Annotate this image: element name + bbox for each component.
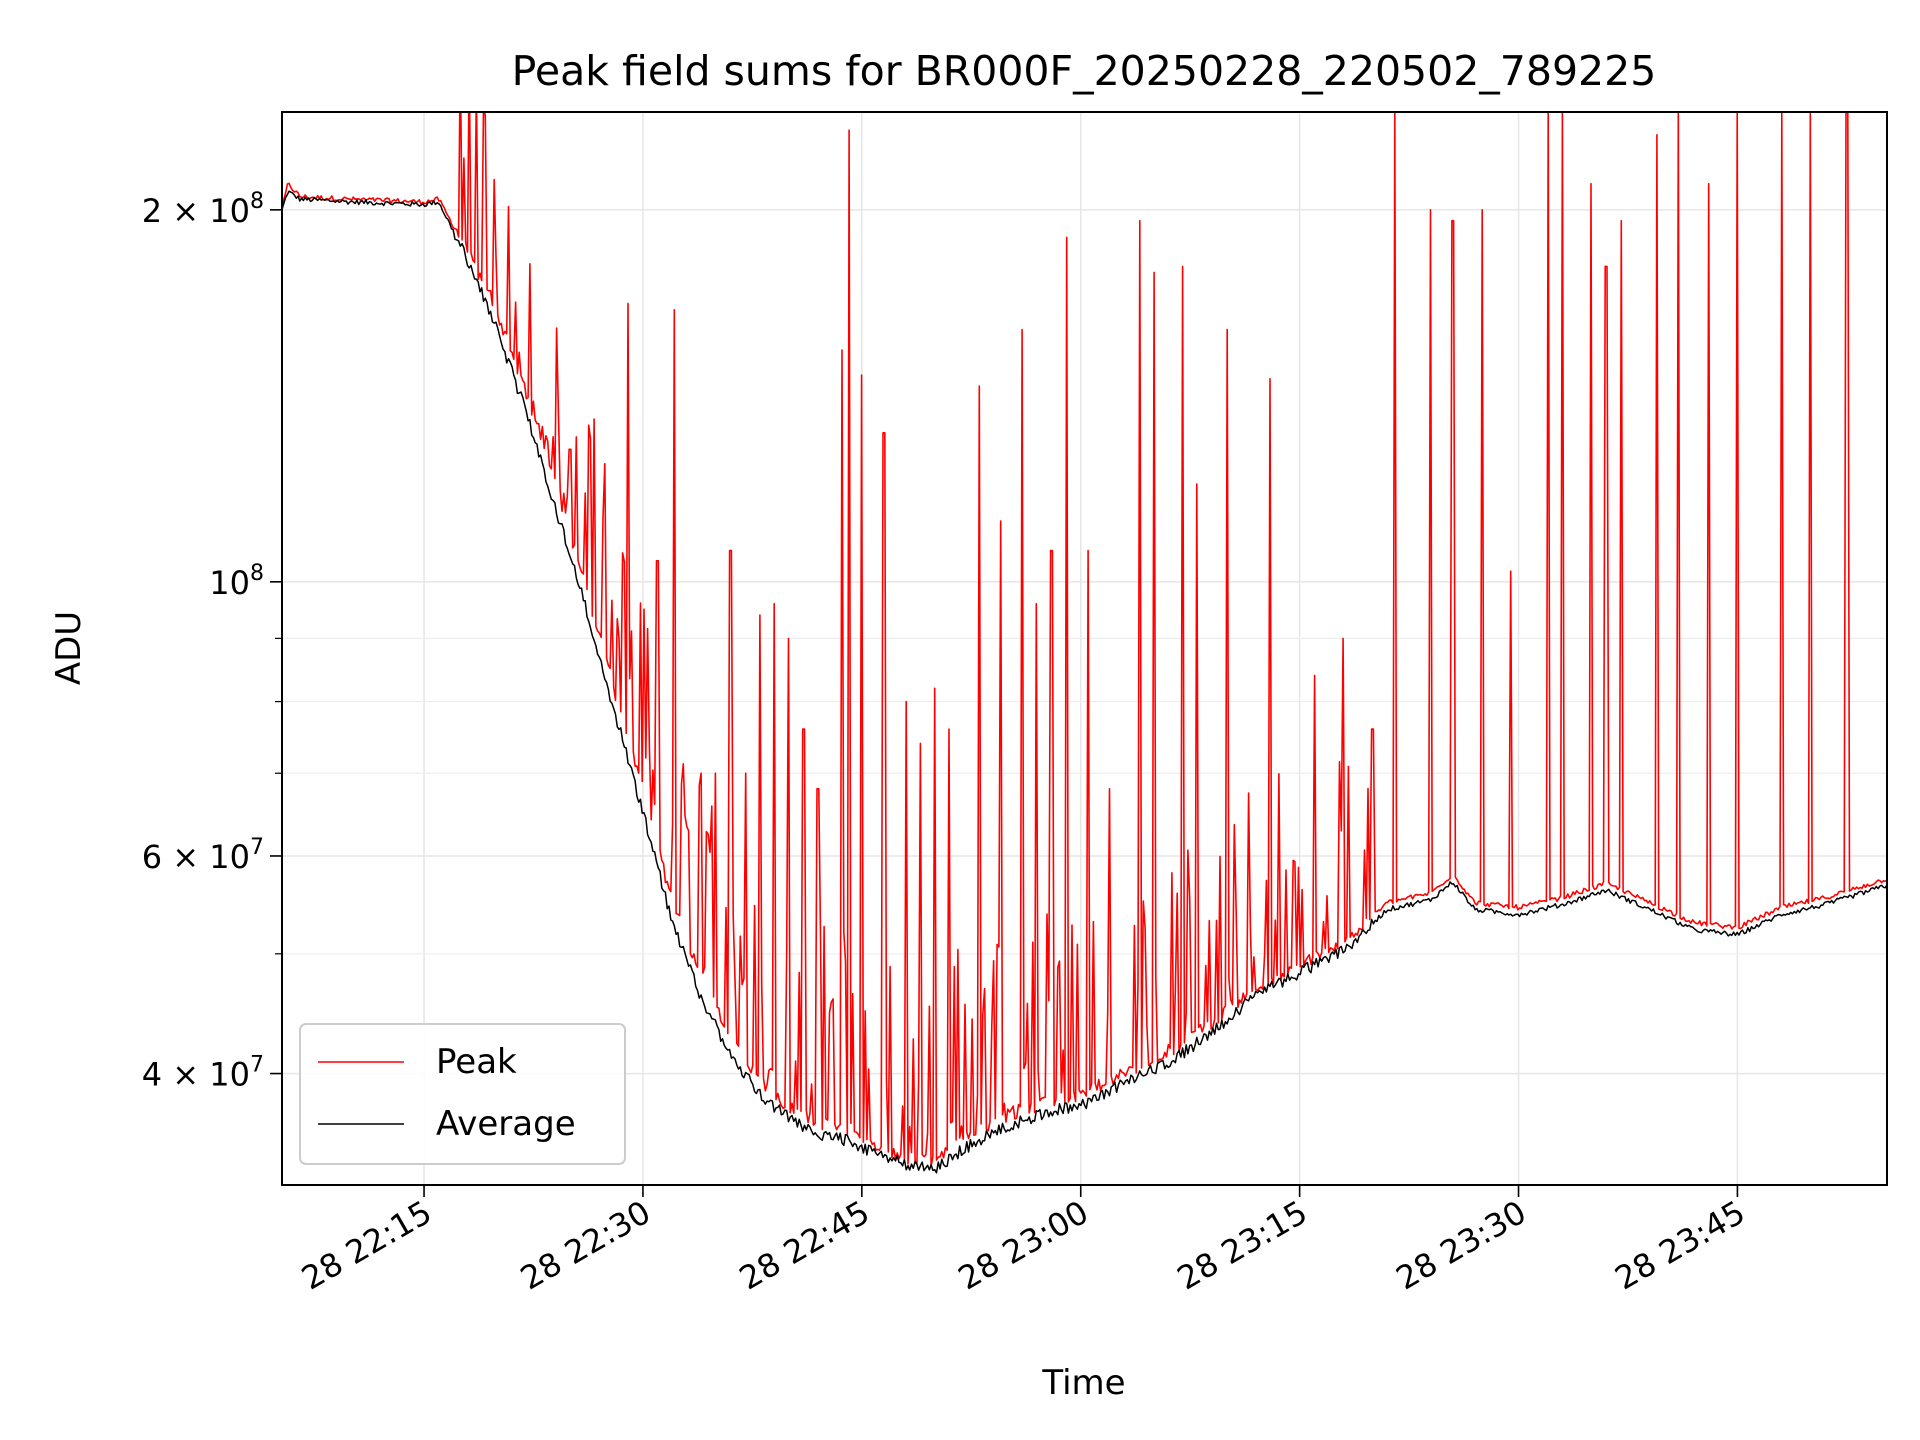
legend-average-label: Average — [436, 1104, 576, 1144]
plot-frame — [281, 111, 1888, 1186]
y-tick-label: 4 × 107 — [142, 1053, 264, 1094]
y-tick-label: 2 × 108 — [142, 189, 264, 230]
series-line-average — [282, 190, 1887, 1174]
y-tick-label: 6 × 107 — [142, 835, 264, 876]
y-axis: 4 × 107 6 × 107 108 2 × 108 — [142, 189, 282, 1094]
legend-box — [299, 1023, 626, 1165]
plot-area — [282, 112, 1887, 1174]
legend: Peak Average — [299, 1023, 626, 1165]
chart-title: Peak field sums for BR000F_20250228_2205… — [512, 47, 1657, 95]
series-group — [282, 112, 1887, 1174]
x-axis-label: Time — [1041, 1363, 1125, 1403]
series-line-peak — [282, 112, 1887, 1167]
y-tick-label: 108 — [209, 561, 264, 602]
legend-peak-label: Peak — [436, 1042, 517, 1082]
y-axis-label: ADU — [49, 611, 89, 685]
